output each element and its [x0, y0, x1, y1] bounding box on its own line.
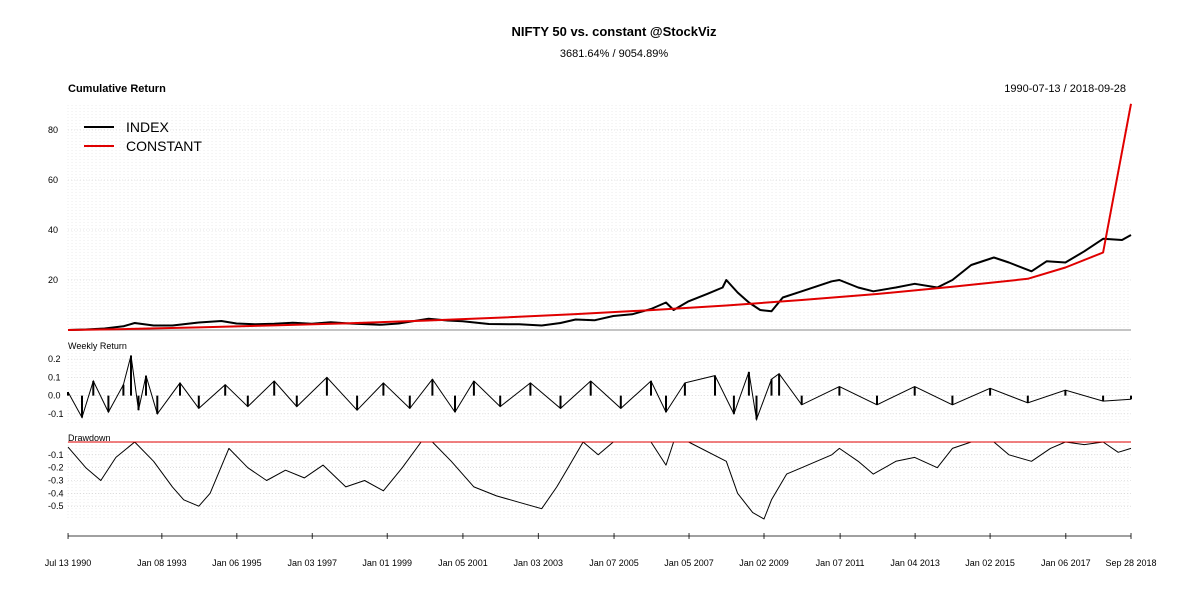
- x-tick-label: Jan 03 1997: [287, 558, 337, 568]
- legend-label-index: INDEX: [126, 119, 169, 135]
- series-weekly-return: [67, 355, 1132, 422]
- y-tick-label: -0.4: [48, 488, 64, 498]
- y-tick-label: 0.1: [48, 372, 61, 382]
- y-tick-label: 0.2: [48, 354, 61, 364]
- x-tick-label: Jan 03 2003: [514, 558, 564, 568]
- x-tick-label: Jan 06 1995: [212, 558, 262, 568]
- x-tick-label: Jan 02 2015: [965, 558, 1015, 568]
- chart-subtitle: 3681.64% / 9054.89%: [560, 48, 668, 60]
- legend: INDEX CONSTANT: [84, 119, 202, 154]
- y-tick-label: -0.1: [48, 409, 64, 419]
- y-tick-label: -0.5: [48, 501, 64, 511]
- x-tick-label: Jan 01 1999: [362, 558, 412, 568]
- axis-layer: 20 40 60 80 -0.1 0.0 0.1 0.2 -0.1 -0.2 -0.3 -0.4 -0.…: [45, 125, 1157, 568]
- panel-title-drawdown: Drawdown: [68, 433, 111, 443]
- series-layer: [67, 103, 1132, 520]
- panel-title-weekly-return: Weekly Return: [68, 341, 127, 351]
- y-tick-label: 60: [48, 175, 58, 185]
- x-tick-label: Jan 08 1993: [137, 558, 187, 568]
- x-tick-label: Jan 04 2013: [890, 558, 940, 568]
- x-tick-label: Jan 05 2001: [438, 558, 488, 568]
- y-tick-label: 20: [48, 275, 58, 285]
- y-tick-label: -0.1: [48, 450, 64, 460]
- x-tick-label: Jan 07 2005: [589, 558, 639, 568]
- x-tick-label: Sep 28 2018: [1105, 558, 1156, 568]
- legend-label-constant: CONSTANT: [126, 138, 202, 154]
- grid-layer: [67, 105, 1131, 519]
- panel-title-cumulative-return: Cumulative Return: [68, 83, 166, 95]
- date-range-label: 1990-07-13 / 2018-09-28: [1004, 83, 1126, 95]
- x-tick-label: Jan 02 2009: [739, 558, 789, 568]
- x-tick-label: Jan 05 2007: [664, 558, 714, 568]
- series-drawdown: [67, 441, 1132, 520]
- y-tick-label: -0.3: [48, 476, 64, 486]
- y-tick-label: 80: [48, 125, 58, 135]
- y-tick-label: -0.2: [48, 463, 64, 473]
- x-tick-label: Jul 13 1990: [45, 558, 92, 568]
- series-index: [67, 234, 1132, 331]
- series-constant: [67, 103, 1132, 331]
- y-tick-label: 40: [48, 225, 58, 235]
- x-tick-label: Jan 07 2011: [816, 558, 865, 568]
- y-tick-label: 0.0: [48, 391, 61, 401]
- x-tick-label: Jan 06 2017: [1041, 558, 1091, 568]
- chart-title: NIFTY 50 vs. constant @StockViz: [511, 24, 717, 39]
